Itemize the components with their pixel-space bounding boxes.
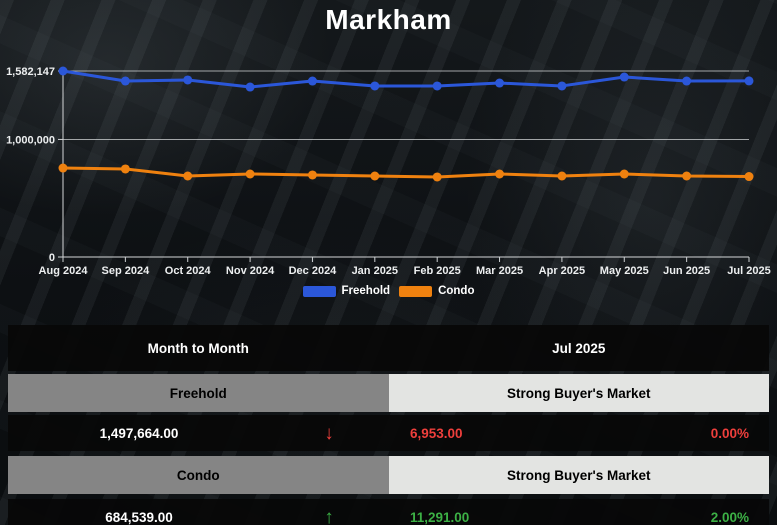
svg-text:Oct 2024: Oct 2024 xyxy=(165,265,212,277)
condo-legend-label: Condo xyxy=(438,285,475,297)
condo-legend-swatch xyxy=(399,285,433,297)
freehold-legend-swatch xyxy=(302,285,336,297)
svg-text:Nov 2024: Nov 2024 xyxy=(226,265,275,277)
header-month-to-month: Month to Month xyxy=(147,340,249,356)
chart-legend: Freehold Condo xyxy=(0,285,777,297)
svg-text:0: 0 xyxy=(49,252,55,264)
freehold-change-percent: 0.00% xyxy=(710,425,749,441)
condo-change-percent: 2.00% xyxy=(710,509,749,525)
svg-text:Dec 2024: Dec 2024 xyxy=(289,265,338,277)
freehold-label-row: Freehold Strong Buyer's Market xyxy=(8,374,769,412)
svg-text:1,000,000: 1,000,000 xyxy=(6,134,55,146)
condo-data-row: 684,539.00 ↑ 11,291.00 2.00% xyxy=(8,499,769,525)
condo-label-row: Condo Strong Buyer's Market xyxy=(8,456,769,494)
freehold-legend-label: Freehold xyxy=(341,285,391,297)
svg-text:Jul 2025: Jul 2025 xyxy=(727,265,770,277)
svg-text:Aug 2024: Aug 2024 xyxy=(39,265,89,277)
summary-table: Month to Month Jul 2025 Freehold Strong … xyxy=(8,325,769,525)
svg-text:Jun 2025: Jun 2025 xyxy=(663,265,710,277)
condo-label: Condo xyxy=(8,456,389,494)
up-arrow-icon: ↑ xyxy=(324,506,334,525)
svg-text:1,582,147: 1,582,147 xyxy=(6,66,55,78)
table-header-row: Month to Month Jul 2025 xyxy=(8,325,769,371)
down-arrow-icon: ↓ xyxy=(324,422,334,444)
svg-text:Feb 2025: Feb 2025 xyxy=(414,265,461,277)
legend-item-condo[interactable]: Condo xyxy=(399,285,474,297)
page-title: Markham xyxy=(325,4,452,35)
freehold-market-status: Strong Buyer's Market xyxy=(388,374,769,412)
freehold-price-value: 1,497,664.00 xyxy=(99,425,179,441)
svg-text:Apr 2025: Apr 2025 xyxy=(539,265,585,277)
freehold-change-value: 6,953.00 xyxy=(410,425,463,441)
legend-item-freehold[interactable]: Freehold xyxy=(302,285,391,297)
freehold-data-row: 1,497,664.00 ↓ 6,953.00 0.00% xyxy=(8,415,769,451)
condo-change-value: 11,291.00 xyxy=(410,509,470,525)
header-current-month: Jul 2025 xyxy=(552,340,606,356)
svg-text:Sep 2024: Sep 2024 xyxy=(102,265,151,277)
condo-market-status: Strong Buyer's Market xyxy=(388,456,769,494)
condo-price-value: 684,539.00 xyxy=(105,509,173,525)
svg-text:Mar 2025: Mar 2025 xyxy=(476,265,523,277)
svg-text:May 2025: May 2025 xyxy=(600,265,649,277)
svg-text:Jan 2025: Jan 2025 xyxy=(352,265,398,277)
freehold-label: Freehold xyxy=(8,374,389,412)
